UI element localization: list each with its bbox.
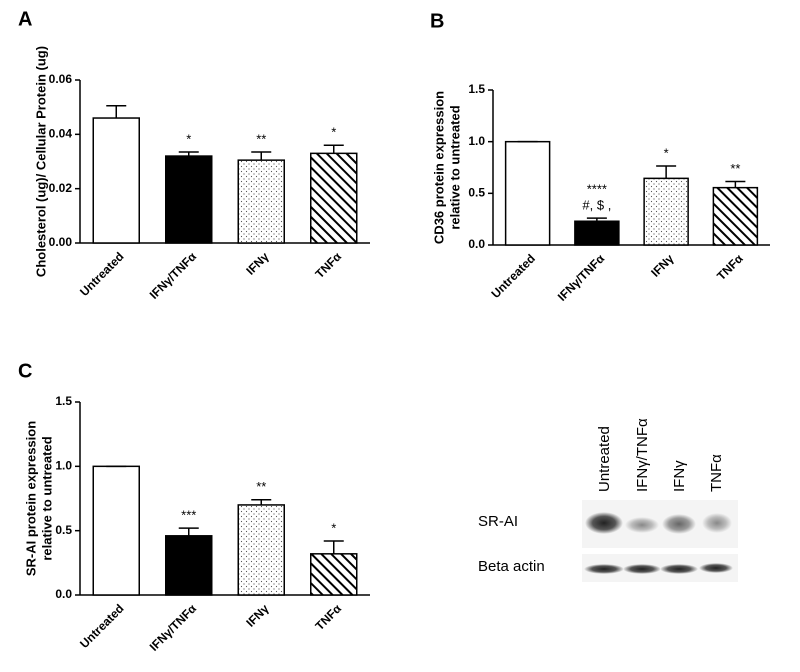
panel-label: B bbox=[430, 10, 444, 32]
blot-lane-label: Untreated bbox=[596, 426, 613, 492]
bar bbox=[165, 155, 213, 244]
y-tick-label: 1.5 bbox=[468, 82, 485, 96]
x-tick-label: IFNγ bbox=[243, 249, 272, 278]
significance-label: **** bbox=[587, 182, 607, 197]
y-tick-label: 0.04 bbox=[49, 127, 73, 141]
y-tick-label: 1.0 bbox=[55, 459, 72, 473]
x-tick-label: TNFα bbox=[313, 601, 345, 633]
bar bbox=[310, 152, 358, 244]
blot-image bbox=[582, 500, 738, 582]
significance-label: *** bbox=[181, 508, 196, 523]
bar bbox=[310, 553, 358, 596]
significance-label: * bbox=[331, 125, 336, 140]
y-axis-label: SR-AI protein expression bbox=[23, 421, 38, 576]
panel-label: A bbox=[18, 8, 32, 30]
bar bbox=[643, 177, 689, 246]
y-axis-label: CD36 protein expression bbox=[431, 91, 446, 244]
y-tick-label: 1.0 bbox=[468, 134, 485, 148]
bar bbox=[165, 535, 213, 596]
blot-row-label: SR-AI bbox=[478, 513, 518, 530]
x-tick-label: IFNγ bbox=[648, 251, 677, 280]
significance-label: * bbox=[331, 520, 336, 535]
significance-label: #, $ , bbox=[582, 198, 611, 213]
blot-lane-label: IFNγ bbox=[671, 460, 688, 492]
y-tick-label: 0.02 bbox=[49, 181, 73, 195]
y-tick-label: 0.5 bbox=[468, 186, 485, 200]
y-tick-label: 0.00 bbox=[49, 235, 73, 249]
x-tick-label: TNFα bbox=[313, 249, 345, 281]
blot-row-label: Beta actin bbox=[478, 558, 545, 575]
x-tick-label: Untreated bbox=[77, 249, 127, 299]
bar bbox=[237, 159, 285, 244]
y-axis-label: relative to untreated bbox=[447, 105, 462, 229]
y-tick-label: 0.06 bbox=[49, 72, 73, 86]
bar bbox=[92, 465, 140, 596]
x-tick-label: IFNγ bbox=[243, 601, 272, 630]
x-tick-label: IFNγ/TNFα bbox=[147, 249, 200, 302]
x-tick-label: IFNγ/TNFα bbox=[147, 601, 200, 654]
y-tick-label: 0.0 bbox=[55, 587, 72, 601]
x-tick-label: TNFα bbox=[714, 251, 746, 283]
y-tick-label: 1.5 bbox=[55, 394, 72, 408]
panel-label: C bbox=[18, 360, 32, 382]
bar bbox=[504, 140, 551, 246]
blot-lane-label: IFNγ/TNFα bbox=[634, 418, 651, 492]
y-axis-label: relative to untreated bbox=[39, 436, 54, 560]
significance-label: * bbox=[664, 145, 669, 160]
significance-label: * bbox=[186, 131, 191, 146]
significance-label: ** bbox=[256, 131, 266, 146]
y-axis-label: Cholesterol (ug)/ Cellular Protein (ug) bbox=[33, 46, 48, 277]
significance-label: ** bbox=[256, 479, 266, 494]
bar bbox=[712, 186, 759, 246]
y-tick-label: 0.5 bbox=[55, 523, 72, 537]
blot-lane-label: TNFα bbox=[708, 454, 725, 492]
significance-label: ** bbox=[730, 161, 740, 176]
bar bbox=[92, 117, 140, 244]
bar bbox=[237, 504, 285, 596]
x-tick-label: Untreated bbox=[488, 251, 538, 301]
x-tick-label: IFNγ/TNFα bbox=[555, 251, 608, 304]
bar bbox=[574, 220, 620, 246]
y-tick-label: 0.0 bbox=[468, 237, 485, 251]
x-tick-label: Untreated bbox=[77, 601, 127, 651]
